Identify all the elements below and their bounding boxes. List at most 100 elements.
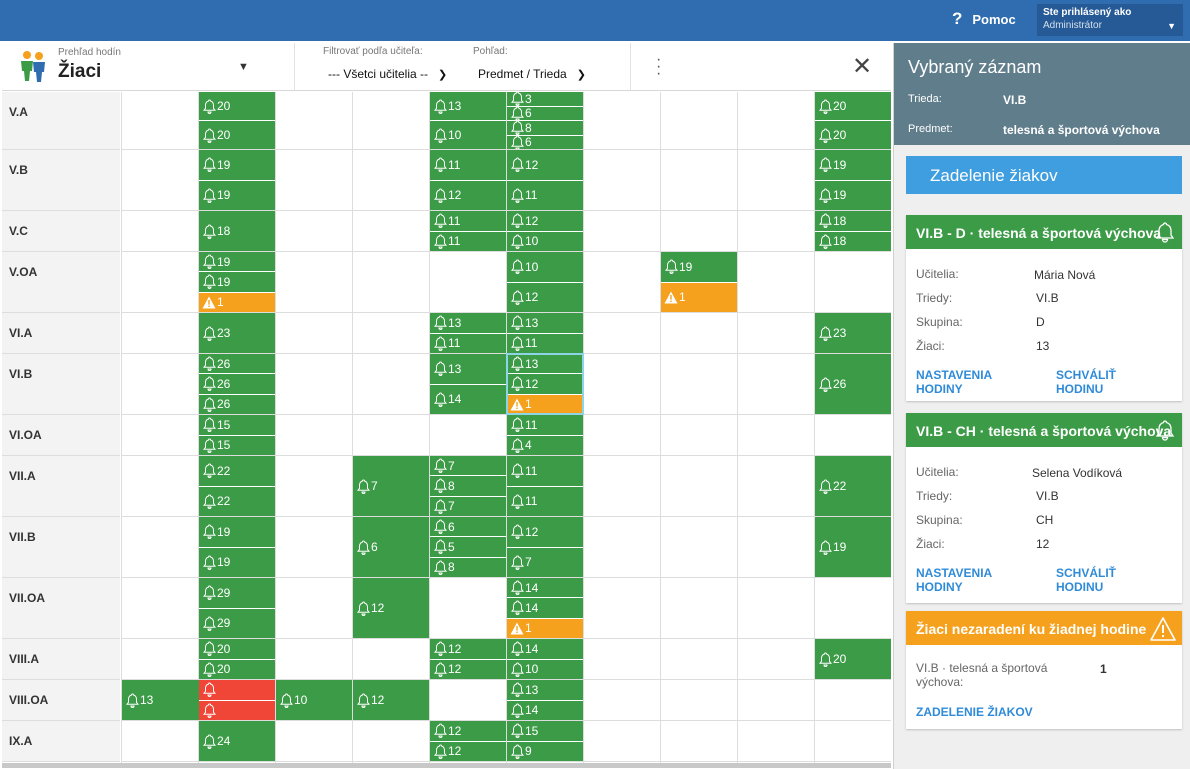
lesson-group-slot[interactable]: 13 xyxy=(507,354,583,375)
schedule-cell[interactable] xyxy=(199,680,275,720)
lesson-group-slot[interactable]: 19 xyxy=(199,517,275,548)
schedule-cell[interactable]: 13 10 xyxy=(430,92,506,149)
lesson-group-slot[interactable]: 19 xyxy=(661,252,737,283)
lesson-group-slot[interactable]: 19 xyxy=(199,547,275,577)
schedule-cell[interactable]: 12 11 xyxy=(507,150,583,210)
lesson-group-slot[interactable]: 29 xyxy=(199,578,275,609)
lesson-group-slot[interactable]: 22 xyxy=(199,456,275,487)
schedule-cell[interactable]: 13 14 xyxy=(507,680,583,720)
schedule-cell[interactable]: 20 20 xyxy=(199,639,275,679)
lesson-group-slot[interactable]: 26 xyxy=(199,354,275,375)
schedule-cell[interactable]: 10 xyxy=(276,680,352,720)
schedule-cell[interactable]: 15 9 xyxy=(507,721,583,761)
lesson-group-slot[interactable]: 10 xyxy=(507,231,583,251)
lesson-group-slot[interactable]: 9 xyxy=(507,741,583,761)
schedule-cell[interactable]: 19 19 xyxy=(199,517,275,577)
schedule-cell[interactable]: 23 xyxy=(815,313,891,353)
lesson-group-slot[interactable]: 13 xyxy=(507,680,583,701)
lesson-group-slot[interactable]: 15 xyxy=(199,415,275,436)
lesson-group-slot[interactable]: 1 xyxy=(661,282,737,312)
lesson-group-slot[interactable]: 22 xyxy=(815,456,891,516)
lesson-group-slot[interactable]: 7 xyxy=(507,547,583,577)
lesson-group-slot[interactable]: 12 xyxy=(507,374,583,395)
lesson-group-slot[interactable]: 19 xyxy=(199,180,275,210)
schedule-cell[interactable]: 20 20 xyxy=(815,92,891,149)
schedule-cell[interactable]: 13 xyxy=(122,680,199,720)
schedule-cell[interactable]: 13 11 xyxy=(507,313,583,353)
lesson-group-slot[interactable]: 12 xyxy=(430,741,506,761)
user-menu[interactable]: Ste prihlásený ako Administrátor ▼ xyxy=(1037,4,1183,36)
schedule-cell[interactable]: 14 14 1 xyxy=(507,578,583,638)
lesson-group-slot[interactable]: 12 xyxy=(353,578,429,638)
schedule-cell[interactable]: 15 15 xyxy=(199,415,275,455)
schedule-cell[interactable]: 11 4 xyxy=(507,415,583,455)
lesson-group-slot[interactable]: 18 xyxy=(815,231,891,251)
lesson-group-slot[interactable]: 11 xyxy=(430,211,506,232)
lesson-group-slot[interactable]: 10 xyxy=(507,659,583,679)
lesson-group-slot[interactable]: 26 xyxy=(199,374,275,395)
lesson-group-slot[interactable]: 10 xyxy=(276,680,352,720)
schedule-cell[interactable]: 19 19 1 xyxy=(199,252,275,312)
lesson-group-slot[interactable]: 12 xyxy=(353,680,429,720)
schedule-cell[interactable]: 11 11 xyxy=(430,211,506,251)
lesson-group-slot[interactable]: 19 xyxy=(199,252,275,273)
lesson-group-slot[interactable]: 12 xyxy=(507,150,583,181)
lesson-group-slot[interactable]: 1 xyxy=(507,618,583,638)
lesson-group-slot[interactable]: 14 xyxy=(430,384,506,414)
lesson-group-slot[interactable]: 12 xyxy=(507,517,583,548)
lesson-group-slot[interactable]: 6 xyxy=(430,517,506,538)
lesson-group-slot[interactable]: 20 xyxy=(199,92,275,121)
lesson-group-slot[interactable]: 20 xyxy=(815,92,891,121)
lesson-group-slot[interactable]: 4 xyxy=(507,435,583,455)
lesson-group-slot[interactable]: 6 xyxy=(507,135,583,149)
lesson-group-slot[interactable]: 29 xyxy=(199,608,275,638)
lesson-group-slot[interactable] xyxy=(199,680,275,701)
schedule-cell[interactable]: 19 19 xyxy=(199,150,275,210)
lesson-group-slot[interactable]: 20 xyxy=(815,639,891,679)
schedule-cell[interactable]: 12 xyxy=(353,680,429,720)
approve-lesson-link[interactable]: SCHVÁLIŤ HODINU xyxy=(1056,368,1116,396)
lesson-group-slot[interactable]: 1 xyxy=(507,394,583,414)
schedule-cell[interactable]: 26 xyxy=(815,354,891,414)
schedule-cell[interactable]: 7 8 7 xyxy=(430,456,506,516)
lesson-group-slot[interactable]: 13 xyxy=(430,354,506,385)
lesson-group-slot[interactable]: 13 xyxy=(122,680,199,720)
lesson-group-slot[interactable]: 14 xyxy=(507,639,583,660)
lesson-group-slot[interactable]: 13 xyxy=(430,92,506,121)
schedule-cell[interactable]: 19 1 xyxy=(661,252,737,312)
lesson-group-slot[interactable]: 15 xyxy=(199,435,275,455)
lesson-group-slot[interactable]: 24 xyxy=(199,721,275,761)
schedule-cell[interactable]: 13 11 xyxy=(430,313,506,353)
overview-select[interactable]: Žiaci xyxy=(58,61,102,82)
lesson-group-slot[interactable]: 12 xyxy=(430,639,506,660)
lesson-group-slot[interactable]: 7 xyxy=(430,456,506,477)
schedule-cell[interactable]: 26 26 26 xyxy=(199,354,275,414)
lesson-group-slot[interactable]: 12 xyxy=(507,211,583,232)
schedule-cell[interactable]: 22 xyxy=(815,456,891,516)
schedule-cell[interactable]: 22 22 xyxy=(199,456,275,516)
help-link[interactable]: ? Pomoc xyxy=(952,9,1016,29)
schedule-cell[interactable]: 14 10 xyxy=(507,639,583,679)
horizontal-scrollbar[interactable] xyxy=(2,763,891,768)
schedule-cell[interactable]: 7 xyxy=(353,456,429,516)
view-select[interactable]: Predmet / Trieda ❯ xyxy=(478,67,586,81)
caret-down-icon[interactable]: ▼ xyxy=(238,61,249,73)
lesson-group-slot[interactable]: 19 xyxy=(199,150,275,181)
more-options-icon[interactable]: · · · xyxy=(656,51,662,82)
lesson-settings-link[interactable]: NASTAVENIA HODINY xyxy=(916,566,992,594)
lesson-group-slot[interactable]: 20 xyxy=(199,121,275,149)
schedule-cell[interactable]: 20 xyxy=(815,639,891,679)
lesson-group-slot[interactable]: 14 xyxy=(507,598,583,619)
lesson-group-slot[interactable]: 11 xyxy=(507,333,583,353)
lesson-group-slot[interactable]: 11 xyxy=(430,231,506,251)
lesson-group-slot[interactable]: 19 xyxy=(815,517,891,577)
lesson-group-slot[interactable]: 12 xyxy=(430,721,506,742)
lesson-group-slot[interactable]: 12 xyxy=(430,180,506,210)
lesson-settings-link[interactable]: NASTAVENIA HODINY xyxy=(916,368,992,396)
lesson-group-slot[interactable]: 3 xyxy=(507,92,583,107)
lesson-group-slot[interactable]: 11 xyxy=(430,333,506,353)
lesson-group-slot[interactable]: 15 xyxy=(507,721,583,742)
lesson-group-slot[interactable]: 6 xyxy=(353,517,429,577)
lesson-group-slot[interactable] xyxy=(199,700,275,720)
lesson-group-slot[interactable]: 7 xyxy=(353,456,429,516)
